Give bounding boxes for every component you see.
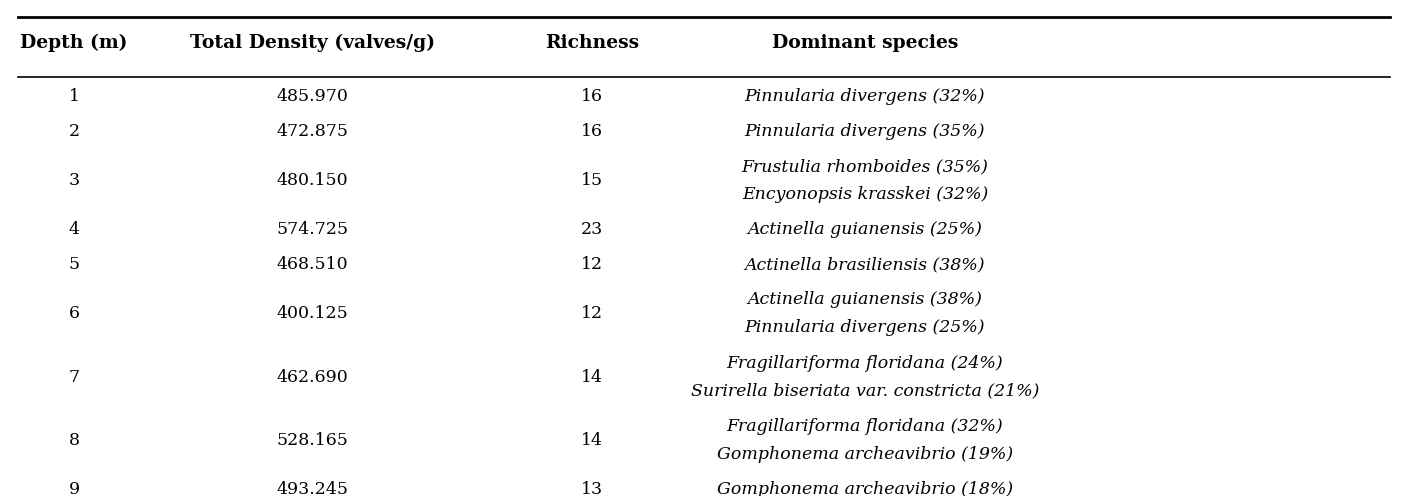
Text: 13: 13 (582, 481, 603, 496)
Text: 462.690: 462.690 (276, 369, 348, 385)
Text: 485.970: 485.970 (276, 88, 348, 105)
Text: 2: 2 (69, 123, 80, 140)
Text: 8: 8 (69, 432, 80, 449)
Text: 480.150: 480.150 (276, 172, 348, 189)
Text: Dominant species: Dominant species (772, 34, 959, 52)
Text: Actinella guianensis (25%): Actinella guianensis (25%) (748, 221, 983, 238)
Text: 472.875: 472.875 (276, 123, 348, 140)
Text: Pinnularia divergens (35%): Pinnularia divergens (35%) (745, 123, 986, 140)
Text: Actinella guianensis (38%): Actinella guianensis (38%) (748, 292, 983, 309)
Text: Pinnularia divergens (32%): Pinnularia divergens (32%) (745, 88, 986, 105)
Text: Richness: Richness (545, 34, 639, 52)
Text: Encyonopsis krasskei (32%): Encyonopsis krasskei (32%) (742, 186, 988, 203)
Text: Gomphonema archeavibrio (19%): Gomphonema archeavibrio (19%) (717, 446, 1012, 463)
Text: 14: 14 (582, 369, 603, 385)
Text: Fragillariforma floridana (32%): Fragillariforma floridana (32%) (727, 418, 1004, 435)
Text: 3: 3 (69, 172, 80, 189)
Text: 6: 6 (69, 306, 80, 322)
Text: Pinnularia divergens (25%): Pinnularia divergens (25%) (745, 319, 986, 336)
Text: Gomphonema archeavibrio (18%): Gomphonema archeavibrio (18%) (717, 481, 1012, 496)
Text: 15: 15 (582, 172, 603, 189)
Text: 16: 16 (582, 123, 603, 140)
Text: Frustulia rhomboides (35%): Frustulia rhomboides (35%) (742, 158, 988, 175)
Text: Total Density (valves/g): Total Density (valves/g) (190, 34, 435, 52)
Text: 14: 14 (582, 432, 603, 449)
Text: 4: 4 (69, 221, 80, 238)
Text: 574.725: 574.725 (276, 221, 348, 238)
Text: 12: 12 (582, 256, 603, 273)
Text: 493.245: 493.245 (276, 481, 348, 496)
Text: 400.125: 400.125 (276, 306, 348, 322)
Text: 528.165: 528.165 (276, 432, 348, 449)
Text: 5: 5 (69, 256, 80, 273)
Text: 1: 1 (69, 88, 80, 105)
Text: 9: 9 (69, 481, 80, 496)
Text: 7: 7 (69, 369, 80, 385)
Text: Actinella brasiliensis (38%): Actinella brasiliensis (38%) (745, 256, 986, 273)
Text: 16: 16 (582, 88, 603, 105)
Text: 12: 12 (582, 306, 603, 322)
Text: 468.510: 468.510 (276, 256, 348, 273)
Text: Surirella biseriata var. constricta (21%): Surirella biseriata var. constricta (21%… (691, 382, 1039, 400)
Text: Depth (m): Depth (m) (21, 34, 128, 52)
Text: 23: 23 (582, 221, 603, 238)
Text: Fragillariforma floridana (24%): Fragillariforma floridana (24%) (727, 355, 1004, 372)
